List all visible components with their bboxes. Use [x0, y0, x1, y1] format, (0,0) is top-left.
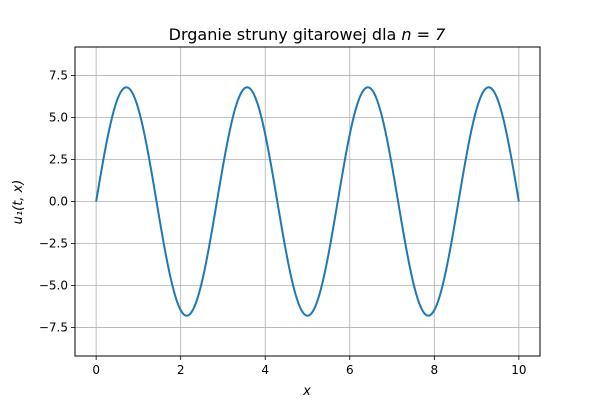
y-tick-label: 7.5 — [49, 69, 68, 83]
y-tick-label: −2.5 — [39, 236, 68, 250]
series-line — [95, 86, 520, 317]
x-tick-label: 2 — [177, 363, 185, 377]
x-tick-label: 8 — [430, 363, 438, 377]
x-tick-label: 10 — [511, 363, 526, 377]
x-tick-label: 4 — [261, 363, 269, 377]
y-tick-label: 0.0 — [49, 195, 68, 209]
x-axis-ticks: 0 2 4 6 8 10 — [92, 356, 527, 377]
x-tick-label: 0 — [92, 363, 100, 377]
y-axis-ticks: −7.5 −5.0 −2.5 0.0 2.5 5.0 7.5 — [39, 69, 75, 334]
chart-title: Drganie struny gitarowej dla n = 7 — [169, 25, 446, 44]
y-tick-label: −7.5 — [39, 320, 68, 334]
x-tick-label: 6 — [346, 363, 354, 377]
y-axis-label: u₁(t, x) — [11, 180, 26, 225]
y-tick-label: 2.5 — [49, 153, 68, 167]
grid-lines — [75, 47, 540, 356]
chart-title-text: Drganie struny gitarowej dla — [169, 25, 402, 44]
x-axis-label: x — [302, 384, 311, 399]
y-tick-label: 5.0 — [49, 111, 68, 125]
chart-title-math: n = 7 — [401, 25, 446, 44]
y-tick-label: −5.0 — [39, 278, 68, 292]
series-layer — [95, 86, 520, 317]
